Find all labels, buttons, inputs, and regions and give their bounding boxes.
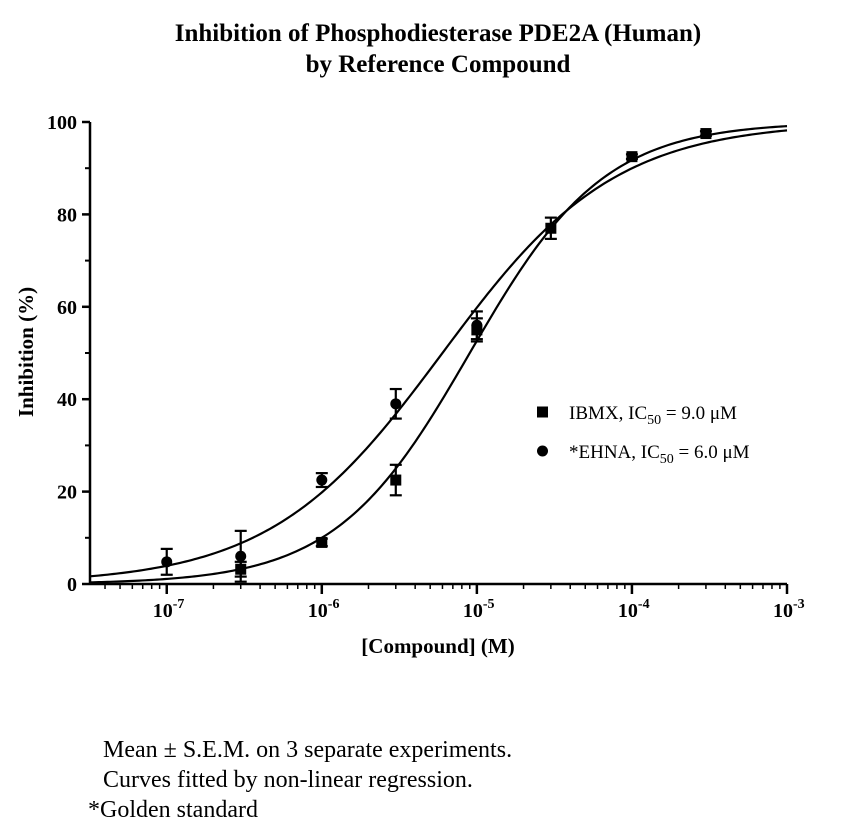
y-axis-label: Inhibition (%)	[14, 287, 38, 417]
data-point-ehna	[316, 474, 328, 486]
x-tick-label: 10-6	[308, 597, 340, 622]
data-points	[160, 128, 712, 583]
x-tick-label: 10-5	[463, 597, 495, 622]
legend-marker-ehna	[537, 445, 548, 457]
x-axis-label: [Compound] (M)	[361, 634, 514, 658]
fit-curve-ehna	[89, 129, 788, 578]
x-tick-label: 10-7	[153, 597, 185, 622]
data-point-ibmx	[700, 128, 712, 140]
legend-label-ehna: *EHNA, IC50 = 6.0 μM	[569, 442, 750, 467]
y-tick-label: 60	[57, 297, 77, 319]
x-tick-label: 10-4	[618, 597, 650, 622]
legend-label-ibmx: IBMX, IC50 = 9.0 μM	[569, 403, 737, 428]
fit-curve-ibmx	[89, 125, 788, 584]
footnote-fitting: Curves fitted by non-linear regression.	[103, 767, 473, 793]
y-tick-label: 40	[57, 389, 77, 411]
data-point-ehna	[390, 398, 402, 410]
y-tick-label: 20	[57, 482, 77, 504]
fitted-curves	[89, 125, 788, 584]
footnote-golden-standard: *Golden standard	[88, 797, 258, 823]
data-point-ehna	[235, 550, 247, 562]
legend-marker-ibmx	[537, 406, 548, 418]
data-point-ibmx	[316, 536, 328, 548]
y-tick-label: 0	[67, 574, 77, 596]
footnote-statistics: Mean ± S.E.M. on 3 separate experiments.	[103, 737, 513, 763]
chart-title-line-2: by Reference Compound	[305, 51, 571, 78]
data-point-ehna	[471, 319, 483, 331]
y-tick-label: 100	[47, 112, 77, 134]
x-tick-label: 10-3	[773, 597, 805, 622]
chart-legend: IBMX, IC50 = 9.0 μM *EHNA, IC50 = 6.0 μM	[537, 403, 750, 467]
data-point-ehna	[161, 556, 173, 568]
chart-axes: 0 20 40 60 80 100 10-7 10-6 10-5 10-4 10-3	[47, 112, 805, 622]
y-tick-label: 80	[57, 204, 77, 226]
data-point-ibmx	[390, 474, 402, 486]
chart-title: Inhibition of Phosphodiesterase PDE2A (H…	[0, 18, 854, 80]
chart-title-line-1: Inhibition of Phosphodiesterase PDE2A (H…	[174, 20, 702, 47]
data-point-ibmx	[545, 222, 557, 234]
data-point-ibmx	[626, 151, 638, 163]
